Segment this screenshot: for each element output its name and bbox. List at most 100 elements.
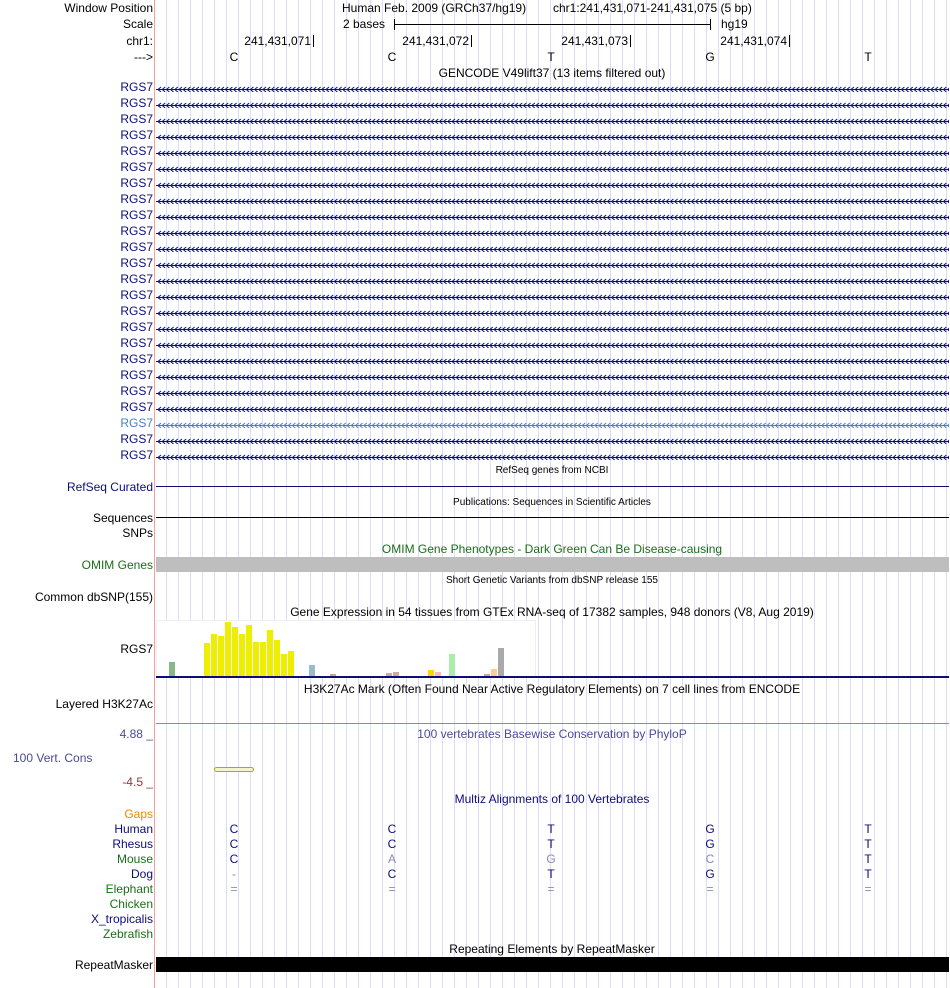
gencode-row-label[interactable]: RGS7 (120, 288, 153, 302)
gencode-row-label[interactable]: RGS7 (120, 208, 153, 222)
sequences-label[interactable]: Sequences (92, 511, 153, 525)
gencode-row-label[interactable]: RGS7 (120, 384, 153, 398)
gencode-transcript[interactable] (156, 147, 949, 156)
gtex-tissue-bar[interactable] (484, 674, 490, 677)
gtex-tissue-bar[interactable] (267, 630, 273, 677)
gencode-transcript[interactable] (156, 131, 949, 140)
species-label-chicken[interactable]: Chicken (109, 897, 153, 911)
refseq-line[interactable] (156, 486, 949, 487)
gencode-transcript[interactable] (156, 275, 949, 284)
gencode-transcript[interactable] (156, 339, 949, 348)
gtex-tissue-bar[interactable] (211, 634, 217, 677)
gencode-transcript[interactable] (156, 355, 949, 364)
h3k27ac-label[interactable]: Layered H3K27Ac (55, 697, 153, 711)
phylop-label[interactable]: 100 Vert. Cons (13, 751, 93, 765)
gtex-tissue-bar[interactable] (386, 673, 392, 677)
gtex-tissue-bar[interactable] (393, 672, 399, 677)
species-label-human[interactable]: Human (114, 822, 153, 836)
gencode-row-label[interactable]: RGS7 (120, 448, 153, 462)
gencode-transcript[interactable] (156, 323, 949, 332)
gencode-transcript[interactable] (156, 291, 949, 300)
gtex-tissue-bar[interactable] (435, 672, 441, 677)
dbsnp-label[interactable]: Common dbSNP(155) (34, 590, 153, 604)
species-label-elephant[interactable]: Elephant (105, 882, 153, 896)
gencode-transcript[interactable] (156, 99, 949, 108)
gtex-tissue-bar[interactable] (491, 669, 497, 677)
gencode-row-label[interactable]: RGS7 (120, 80, 153, 94)
sequences-line[interactable] (156, 517, 949, 518)
gencode-row-label[interactable]: RGS7 (120, 96, 153, 110)
gtex-tissue-bar[interactable] (428, 670, 434, 677)
gencode-transcript[interactable] (156, 451, 949, 460)
gtex-tissue-bar[interactable] (309, 665, 315, 677)
gencode-transcript[interactable] (156, 259, 949, 268)
gencode-row-label[interactable]: RGS7 (120, 192, 153, 206)
gencode-row-label[interactable]: RGS7 (120, 112, 153, 126)
omim-label[interactable]: OMIM Genes (81, 558, 153, 572)
gencode-row-label[interactable]: RGS7 (120, 224, 153, 238)
gencode-row-label[interactable]: RGS7 (120, 128, 153, 142)
gencode-transcript[interactable] (156, 163, 949, 172)
gtex-tissue-bar[interactable] (281, 654, 287, 677)
refseq-label[interactable]: RefSeq Curated (66, 480, 153, 494)
gencode-row-label[interactable]: RGS7 (120, 400, 153, 414)
gencode-row-label[interactable]: RGS7 (120, 416, 153, 430)
gencode-row-label[interactable]: RGS7 (120, 240, 153, 254)
gtex-tissue-bar[interactable] (253, 642, 259, 677)
species-label-mouse[interactable]: Mouse (116, 852, 153, 866)
gencode-transcript[interactable] (156, 243, 949, 252)
gencode-row-label[interactable]: RGS7 (120, 272, 153, 286)
gencode-row-label[interactable]: RGS7 (120, 432, 153, 446)
gencode-transcript[interactable] (156, 115, 949, 124)
gtex-tissue-bar[interactable] (232, 627, 238, 677)
gencode-transcript[interactable] (156, 387, 949, 396)
repeatmasker-bar[interactable] (156, 957, 949, 972)
gencode-row-label[interactable]: RGS7 (120, 336, 153, 350)
gencode-transcript[interactable] (156, 195, 949, 204)
gtex-tissue-bar[interactable] (218, 636, 224, 677)
gencode-row-label[interactable]: RGS7 (120, 160, 153, 174)
gencode-row-label[interactable]: RGS7 (120, 304, 153, 318)
gencode-transcript[interactable] (156, 227, 949, 236)
species-label-zebrafish[interactable]: Zebrafish (102, 927, 153, 941)
gencode-transcript[interactable] (156, 435, 949, 444)
gtex-tissue-bar[interactable] (449, 654, 455, 677)
gtex-tissue-bar[interactable] (260, 642, 266, 677)
gtex-tissue-bar[interactable] (204, 643, 210, 677)
gaps-label[interactable]: Gaps (124, 807, 153, 821)
gencode-transcript[interactable] (156, 83, 949, 92)
gencode-row-label[interactable]: RGS7 (120, 368, 153, 382)
gencode-transcript[interactable] (156, 403, 949, 412)
coord-tick (313, 35, 314, 47)
species-label-dog[interactable]: Dog (130, 867, 153, 881)
gencode-row-label[interactable]: RGS7 (120, 176, 153, 190)
gencode-transcript[interactable] (156, 179, 949, 188)
gtex-label[interactable]: RGS7 (120, 642, 153, 656)
species-label-x_tropicalis[interactable]: X_tropicalis (90, 912, 153, 926)
gtex-tissue-bar[interactable] (169, 662, 175, 677)
gencode-row-label[interactable]: RGS7 (120, 320, 153, 334)
gtex-tissue-bar[interactable] (274, 640, 280, 677)
gtex-tissue-bar[interactable] (246, 625, 252, 677)
gencode-transcript[interactable] (156, 371, 949, 380)
gencode-transcript[interactable] (156, 211, 949, 220)
omim-gene-bar[interactable] (156, 557, 949, 572)
gencode-row-label[interactable]: RGS7 (120, 144, 153, 158)
gtex-chart[interactable] (156, 620, 536, 678)
repeatmasker-label[interactable]: RepeatMasker (74, 958, 153, 972)
gtex-tissue-bar[interactable] (225, 622, 231, 677)
snps-label[interactable]: SNPs (122, 526, 153, 540)
coord-label: 241,431,074 (720, 34, 787, 48)
gtex-tissue-bar[interactable] (330, 674, 336, 677)
gencode-row-label[interactable]: RGS7 (120, 256, 153, 270)
species-label-rhesus[interactable]: Rhesus (112, 837, 153, 851)
gtex-tissue-bar[interactable] (288, 651, 294, 677)
gtex-tissue-bar[interactable] (498, 648, 504, 677)
intron-arrow-line (156, 422, 949, 428)
intron-arrow-line (156, 102, 949, 108)
gencode-transcript[interactable] (156, 307, 949, 316)
gencode-transcript[interactable] (156, 419, 949, 428)
gencode-row-label[interactable]: RGS7 (120, 352, 153, 366)
gtex-tissue-bar[interactable] (239, 634, 245, 677)
